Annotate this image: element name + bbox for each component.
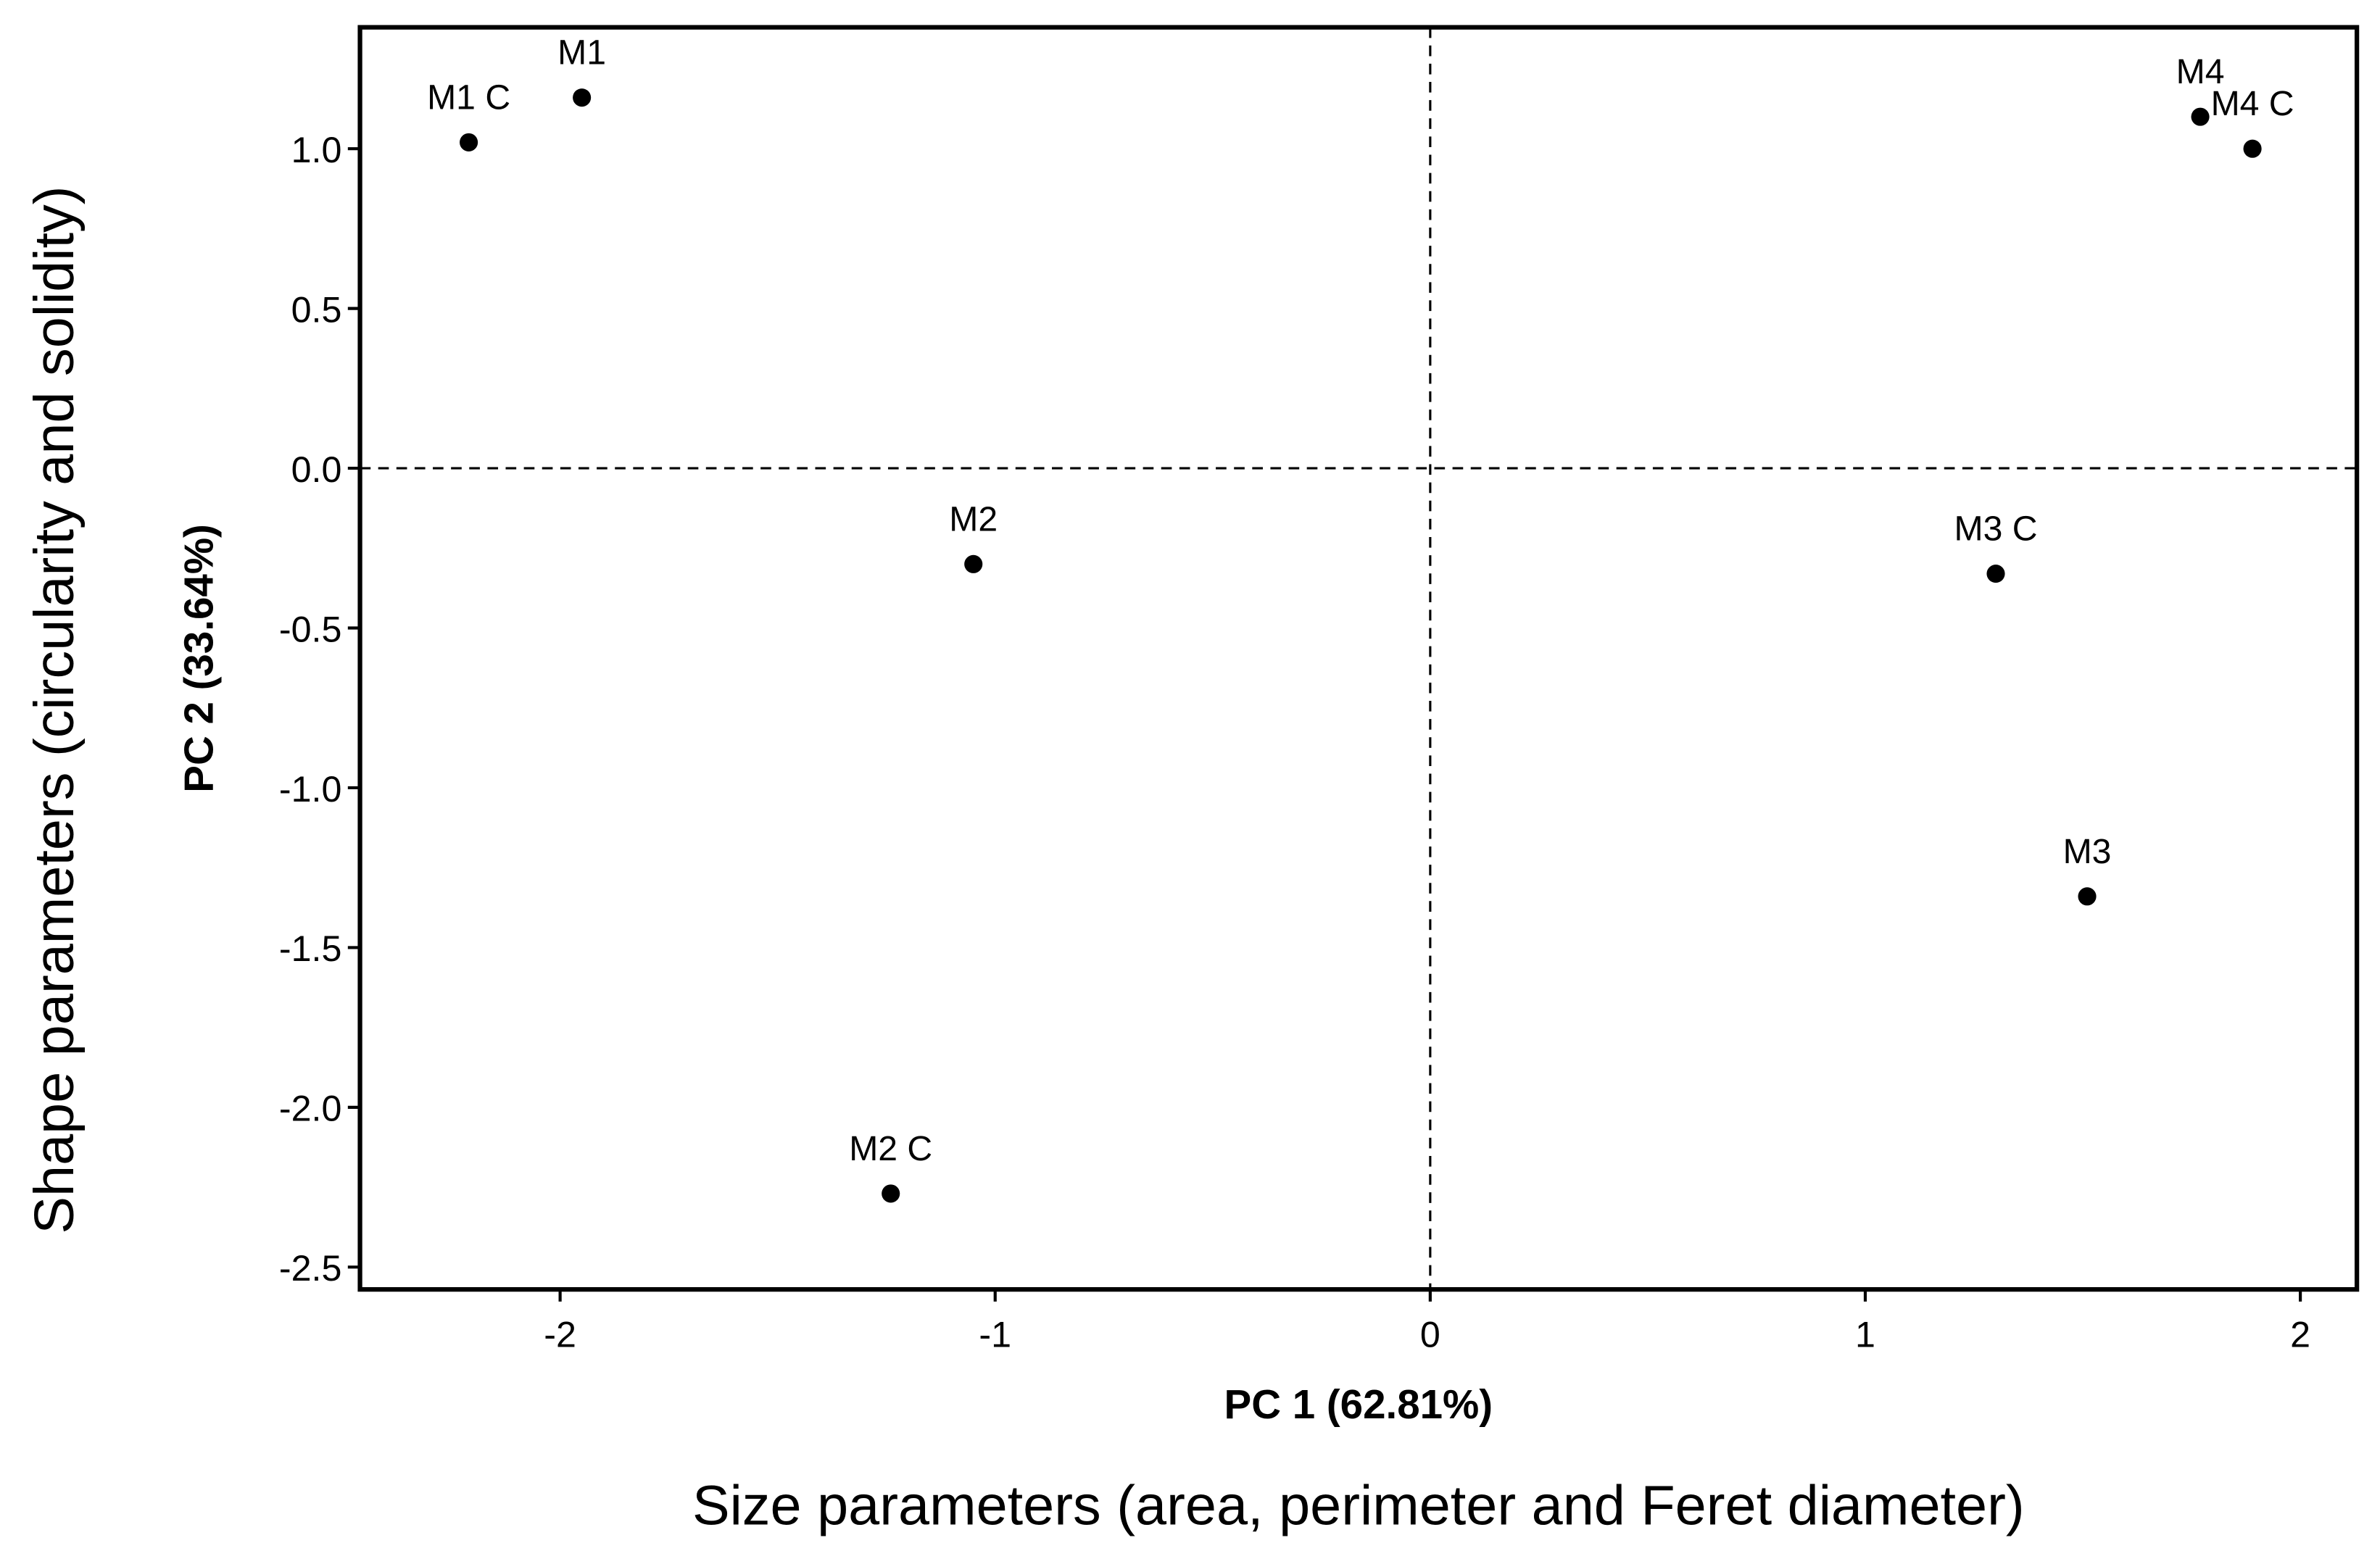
plot-frame <box>357 25 2360 1292</box>
y-tick-label: -1.0 <box>279 769 342 810</box>
x-tick-label: -1 <box>979 1315 1011 1355</box>
point <box>460 133 478 151</box>
point-label: M3 <box>2063 832 2112 871</box>
y-tick-label: -2.0 <box>279 1089 342 1129</box>
x-axis-label: PC 1 (62.81%) <box>1224 1381 1493 1427</box>
point <box>964 554 983 573</box>
x-tick-label: -2 <box>544 1315 576 1355</box>
point-label: M4 C <box>2211 84 2294 123</box>
point <box>882 1184 900 1203</box>
point <box>573 88 592 107</box>
y-axis-label: PC 2 (33.64%) <box>176 524 222 793</box>
point-label: M4 <box>2176 52 2225 91</box>
y-tick-label: -1.5 <box>279 928 342 969</box>
y-tick-label: -2.5 <box>279 1248 342 1289</box>
point-label: M1 <box>557 33 606 72</box>
point-label: M2 C <box>849 1129 932 1168</box>
y-axis-description: Shape parameters (circularity and solidi… <box>23 186 86 1234</box>
point <box>2078 887 2097 906</box>
point-label: M2 <box>949 499 998 538</box>
y-tick-label: 1.0 <box>291 130 342 170</box>
y-tick-label: 0.5 <box>291 289 342 330</box>
y-tick-label: 0.0 <box>291 449 342 490</box>
point-label: M3 C <box>1954 509 2038 549</box>
point <box>2191 107 2210 126</box>
x-axis-description: Size parameters (area, perimeter and Fer… <box>692 1475 2025 1537</box>
point-label: M1 C <box>427 78 510 117</box>
point <box>1986 565 2005 583</box>
x-tick-label: 2 <box>2290 1315 2310 1355</box>
x-tick-label: 0 <box>1420 1315 1440 1355</box>
point <box>2243 139 2262 158</box>
x-tick-label: 1 <box>1855 1315 1875 1355</box>
y-tick-label: -0.5 <box>279 609 342 649</box>
